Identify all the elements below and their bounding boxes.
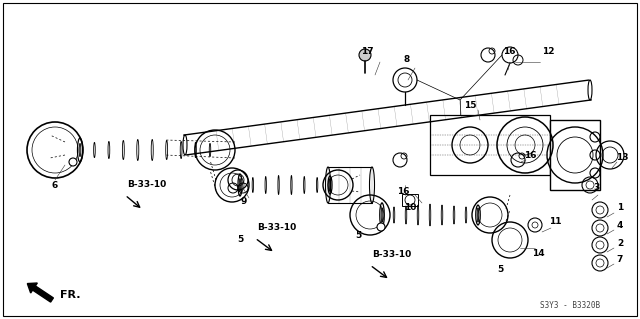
Text: 11: 11 bbox=[548, 218, 561, 226]
Text: 5: 5 bbox=[497, 265, 503, 275]
Text: FR.: FR. bbox=[60, 290, 81, 300]
Text: 1: 1 bbox=[617, 203, 623, 211]
Text: 17: 17 bbox=[361, 48, 373, 56]
Text: 15: 15 bbox=[464, 100, 476, 109]
Text: 6: 6 bbox=[52, 181, 58, 189]
Text: 16: 16 bbox=[524, 151, 536, 160]
Polygon shape bbox=[550, 120, 600, 190]
Circle shape bbox=[69, 158, 77, 166]
Circle shape bbox=[359, 49, 371, 61]
Text: 5: 5 bbox=[237, 235, 243, 244]
Text: 9: 9 bbox=[241, 197, 247, 206]
Text: 14: 14 bbox=[532, 249, 544, 257]
Text: 5: 5 bbox=[355, 231, 361, 240]
Text: 16: 16 bbox=[397, 188, 409, 197]
Text: 10: 10 bbox=[404, 204, 416, 212]
Text: 13: 13 bbox=[616, 153, 628, 162]
Text: 12: 12 bbox=[541, 48, 554, 56]
Text: B-33-10: B-33-10 bbox=[127, 180, 166, 189]
Text: 2: 2 bbox=[617, 239, 623, 248]
FancyArrow shape bbox=[28, 283, 53, 302]
Circle shape bbox=[377, 223, 385, 231]
Text: B-33-10: B-33-10 bbox=[372, 250, 412, 259]
Text: 4: 4 bbox=[617, 220, 623, 229]
Text: S3Y3 - B3320B: S3Y3 - B3320B bbox=[540, 300, 600, 309]
Text: 16: 16 bbox=[503, 48, 515, 56]
Text: 3: 3 bbox=[594, 183, 600, 192]
Text: 7: 7 bbox=[617, 256, 623, 264]
Text: B-33-10: B-33-10 bbox=[257, 223, 296, 232]
Text: 8: 8 bbox=[404, 56, 410, 64]
